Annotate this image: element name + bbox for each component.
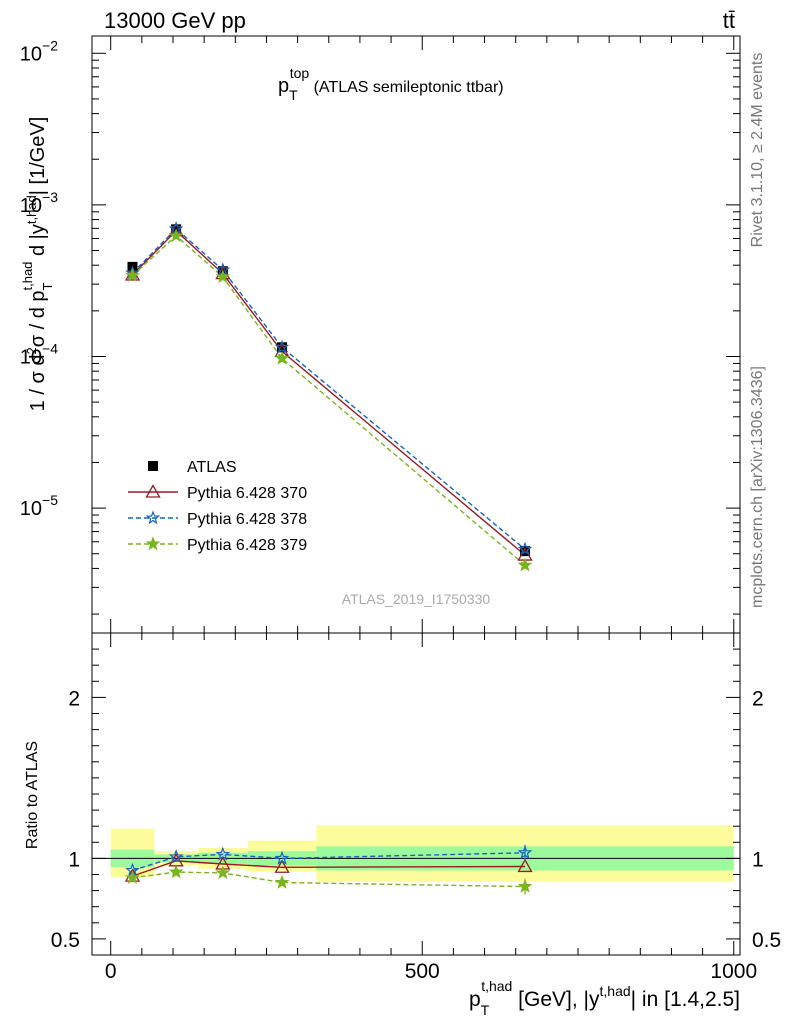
legend-marker-atlas xyxy=(148,461,158,471)
point-pythia-6-428-379 xyxy=(517,557,533,572)
ratio-point-pythia-6-428-379 xyxy=(274,874,290,889)
tick-base: 10 xyxy=(20,498,42,520)
x-tick-label: 0 xyxy=(105,960,117,983)
point-pythia-6-428-379 xyxy=(125,267,140,282)
tick-exponent: −4 xyxy=(42,340,58,356)
ratio-point-pythia-6-428-370 xyxy=(274,859,290,873)
point-pythia-6-428-378 xyxy=(517,541,533,556)
ratio-point-pythia-6-428-378 xyxy=(274,850,290,865)
ratio-line-pythia-6-428-370 xyxy=(132,860,526,877)
ratio-point-pythia-6-428-379 xyxy=(215,865,231,880)
main-marks xyxy=(124,221,533,572)
legend: ATLAS Pythia 6.428 370 Pythia 6.428 378 Pyt… xyxy=(128,459,307,554)
ratio-point-pythia-6-428-379 xyxy=(125,869,140,885)
ratio-point-pythia-6-428-379 xyxy=(517,878,533,893)
point-pythia-6-428-379 xyxy=(215,269,231,284)
legend-marker-pythia-6-428-378 xyxy=(145,510,161,525)
main-y-tick-label: 10−4 xyxy=(20,340,58,368)
x-axis-label: pTt,had [GeV], |yt,had| in [1.4,2.5] xyxy=(469,978,740,1018)
legend-marker-pythia-6-428-370 xyxy=(145,484,161,498)
ratio-y-tick-label-right: 0.5 xyxy=(752,929,781,952)
x-tick-label: 1000 xyxy=(710,960,757,983)
ratio-point-pythia-6-428-378 xyxy=(168,849,184,863)
main-panel: 10−510−410−310−2 pTtop (ATLAS semilepton… xyxy=(20,35,741,634)
analysis-id: ATLAS_2019_I1750330 xyxy=(342,591,491,607)
ratio-ticks xyxy=(92,633,740,955)
legend-label-pythia-6-428-379: Pythia 6.428 379 xyxy=(187,537,307,554)
rivet-label: Rivet 3.1.10, ≥ 2.4M events xyxy=(749,53,766,248)
ratio-marks xyxy=(124,844,533,895)
ratio-line-pythia-6-428-378 xyxy=(132,852,526,872)
tick-exponent: −3 xyxy=(42,189,58,205)
ratio-tick-labels: 0.5 0.5 1 1 2 2 0 500 1000 xyxy=(51,687,781,983)
legend-label-pythia-6-428-370: Pythia 6.428 370 xyxy=(187,485,307,502)
ratio-y-tick-label: 0.5 xyxy=(51,929,80,952)
tick-base: 10 xyxy=(20,43,42,65)
ratio-panel: 0.5 0.5 1 1 2 2 0 500 1000 Ratio to ATLAS pTt,ha… xyxy=(24,632,781,1018)
main-y-tick-label: 10−2 xyxy=(20,37,58,65)
series-line-pythia-6-428-370 xyxy=(132,229,526,556)
x-tick-label: 500 xyxy=(405,960,440,983)
process-label: tt̄ xyxy=(723,8,735,33)
main-y-axis-label: 1 / σ d2σ / d pTt,had d |yt,had| [1/GeV] xyxy=(20,117,55,412)
ratio-point-pythia-6-428-378 xyxy=(215,846,231,861)
point-pythia-6-428-379 xyxy=(168,228,184,243)
mcplots-label: mcplots.cern.ch [arXiv:1306.3436] xyxy=(749,366,766,608)
point-pythia-6-428-378 xyxy=(274,339,290,354)
legend-marker-pythia-6-428-379 xyxy=(145,536,161,551)
tick-exponent: −5 xyxy=(42,492,58,508)
ratio-y-tick-label-right: 1 xyxy=(752,848,764,871)
main-y-tick-labels: 10−510−410−310−2 xyxy=(20,37,58,520)
main-y-tick-label: 10−5 xyxy=(20,492,58,520)
main-ticks xyxy=(92,36,740,633)
ratio-y-tick-label: 1 xyxy=(68,848,80,871)
ratio-y-tick-label: 2 xyxy=(68,687,80,710)
legend-label-atlas: ATLAS xyxy=(187,459,237,476)
legend-label-pythia-6-428-378: Pythia 6.428 378 xyxy=(187,511,307,528)
ratio-frame xyxy=(91,632,741,956)
ratio-y-axis-label: Ratio to ATLAS xyxy=(24,741,41,849)
ratio-point-pythia-6-428-379 xyxy=(168,864,184,879)
plot-title: pTtop (ATLAS semileptonic ttbar) xyxy=(278,65,504,103)
main-y-tick-label: 10−3 xyxy=(20,189,58,217)
point-pythia-6-428-379 xyxy=(274,350,290,365)
point-atlas xyxy=(277,342,288,353)
ratio-uncertainty-bands xyxy=(110,825,734,882)
ratio-y-tick-label-right: 2 xyxy=(752,687,764,710)
tick-base: 10 xyxy=(20,346,42,368)
ratio-point-pythia-6-428-378 xyxy=(517,845,533,859)
tick-base: 10 xyxy=(20,195,42,217)
tick-exponent: −2 xyxy=(42,37,58,53)
energy-label: 13000 GeV pp xyxy=(104,8,246,33)
ratio-point-pythia-6-428-370 xyxy=(517,858,533,873)
